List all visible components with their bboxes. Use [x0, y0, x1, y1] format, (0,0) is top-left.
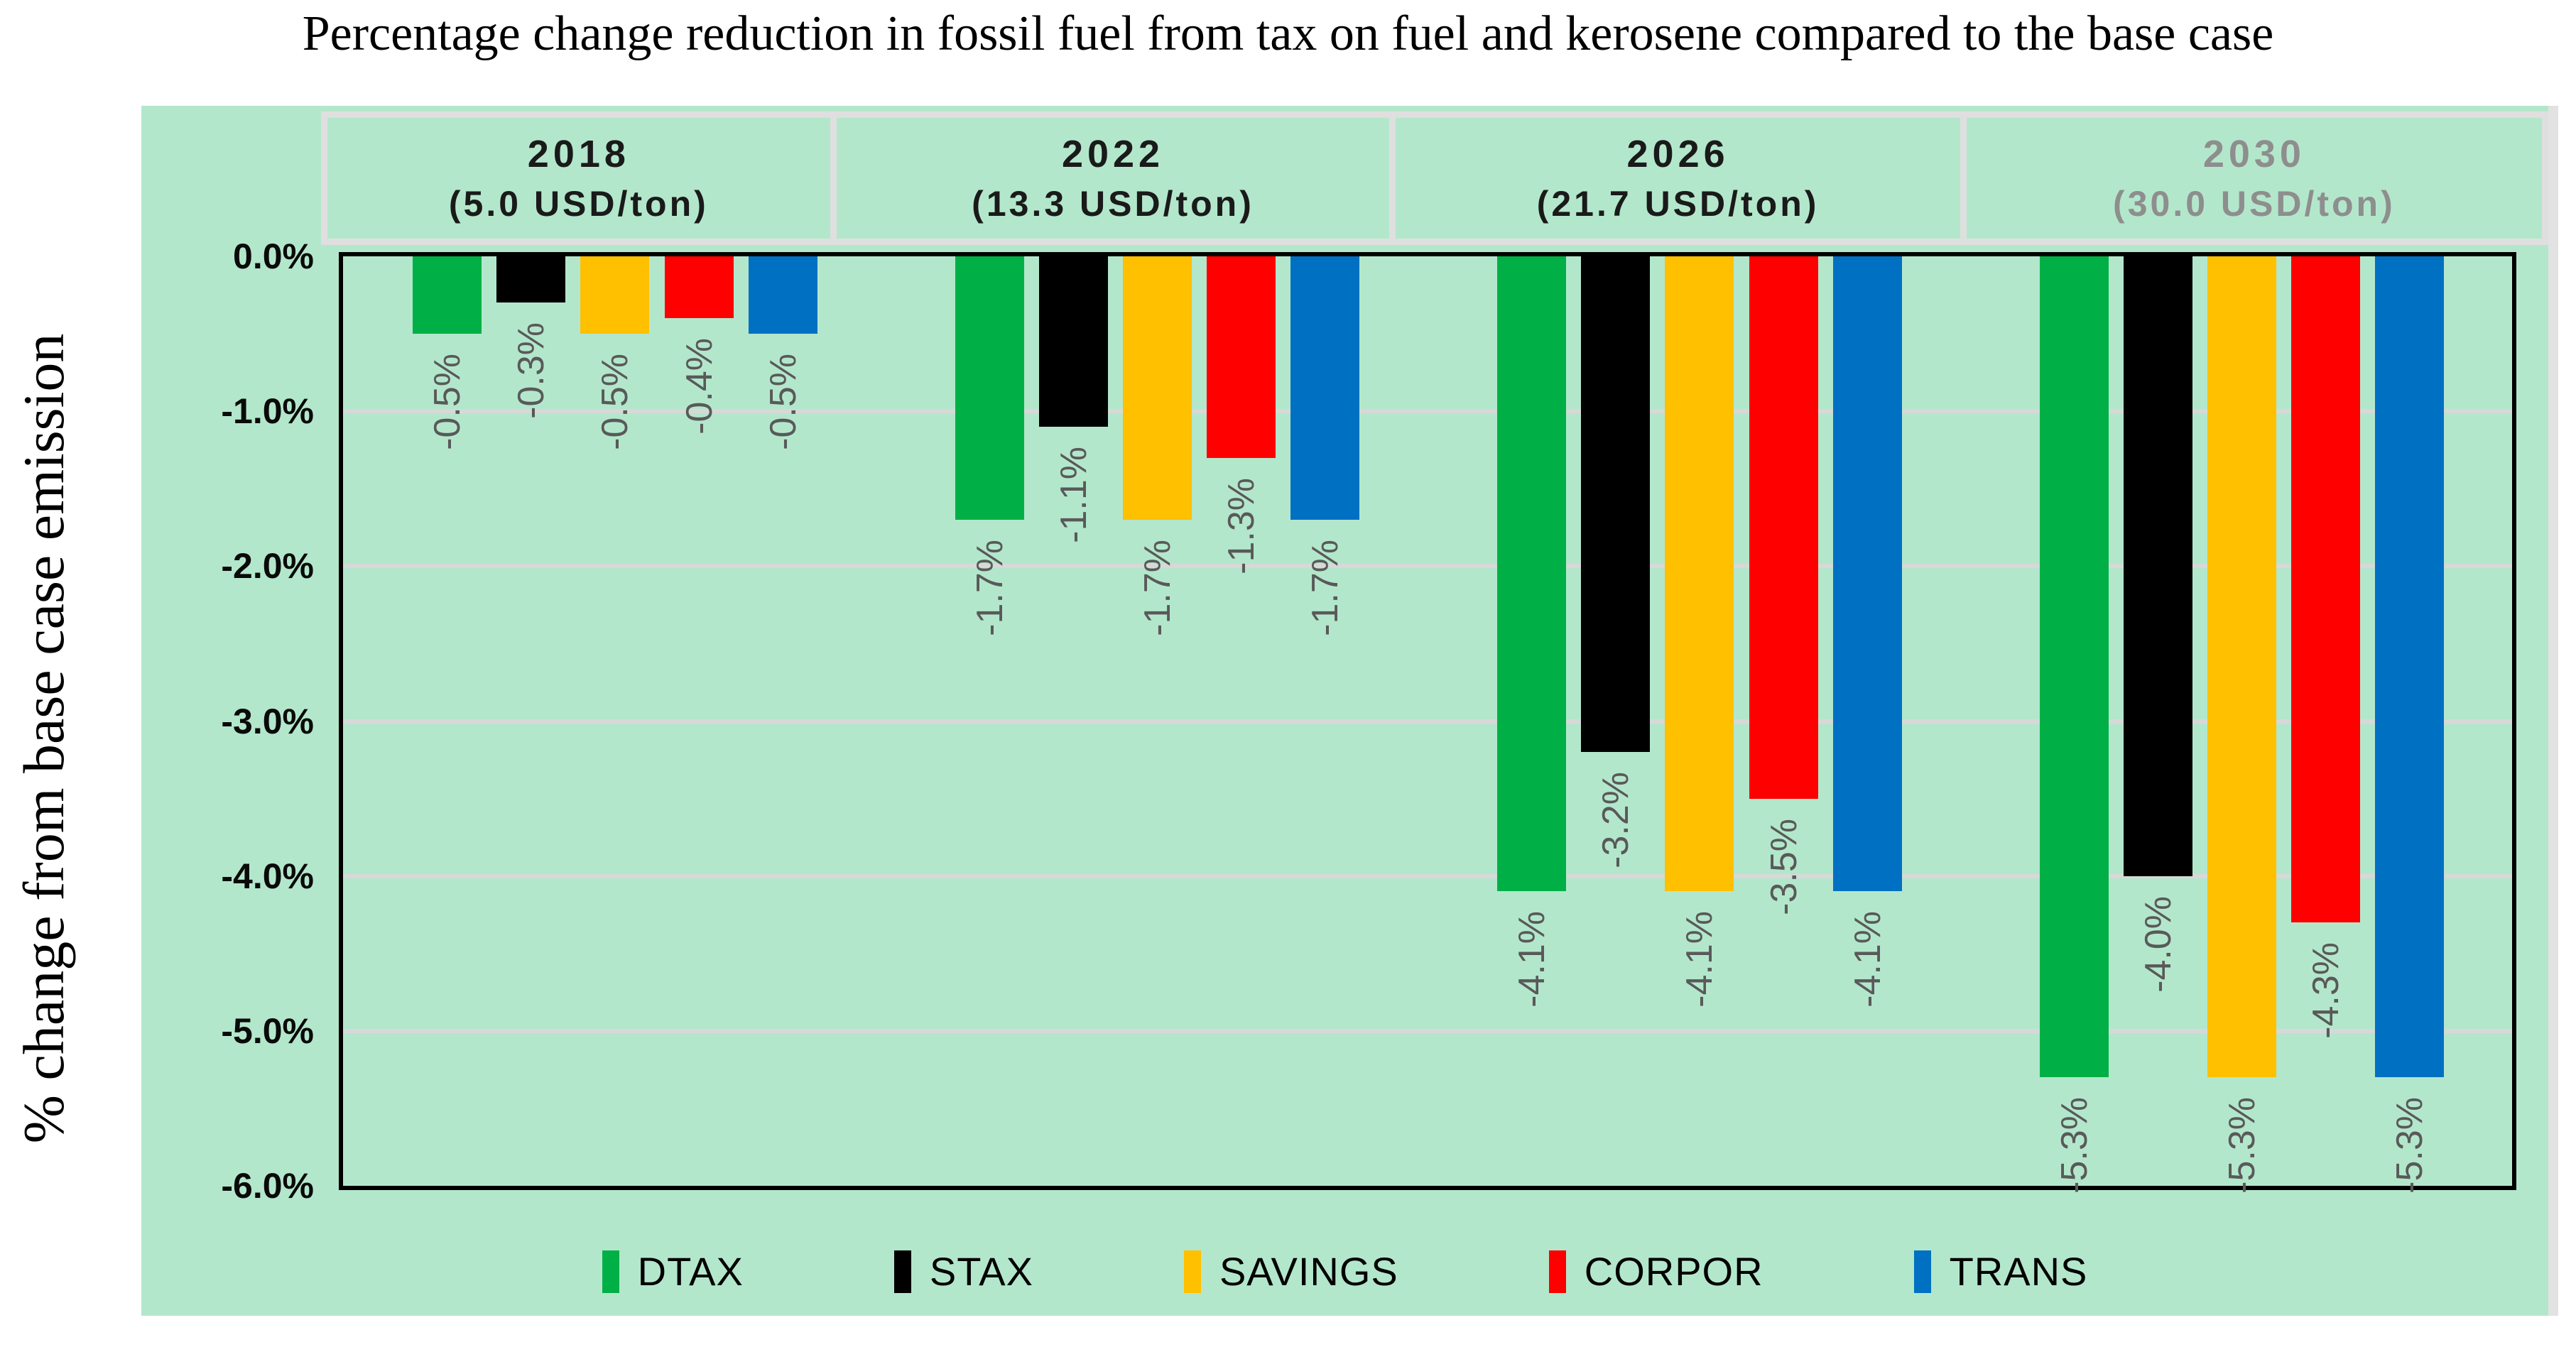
bar-STAX-2026: [1581, 256, 1650, 752]
bar-value-label: -3.2%: [1594, 772, 1636, 868]
legend-swatch-icon: [1183, 1250, 1201, 1293]
bar-CORPOR-2030: [2291, 256, 2360, 922]
header-year: 2026: [1626, 133, 1729, 175]
bar-DTAX-2026: [1497, 256, 1566, 891]
bar-value-label: -1.7%: [969, 540, 1011, 636]
bar-SAVINGS-2018: [580, 256, 649, 334]
header-cell-2030: 2030 (30.0 USD/ton): [1966, 118, 2542, 239]
header-year: 2030: [2202, 133, 2305, 175]
bar-value-label: -4.3%: [2305, 942, 2347, 1039]
header-tax-rate: (5.0 USD/ton): [448, 184, 709, 224]
bar-value-label: -5.3%: [2221, 1097, 2263, 1194]
legend-item-CORPOR: CORPOR: [1548, 1248, 1763, 1294]
header-cell-2018: 2018 (5.0 USD/ton): [327, 118, 830, 239]
bar-value-label: -4.1%: [1511, 911, 1553, 1008]
bar-value-label: -0.3%: [510, 322, 552, 419]
y-tick-label: -6.0%: [221, 1166, 314, 1206]
legend-label: TRANS: [1949, 1249, 2088, 1294]
legend-label: DTAX: [637, 1249, 744, 1294]
legend-swatch-icon: [893, 1250, 911, 1293]
header-tax-rate: (21.7 USD/ton): [1536, 184, 1820, 224]
legend-item-TRANS: TRANS: [1913, 1248, 2088, 1294]
gridline: [343, 1028, 2512, 1033]
plot-area: -0.5% -0.3% -0.5% -0.4% -0.5% -1.7% -1.1% -1.7%…: [339, 252, 2516, 1194]
y-tick-label: -2.0%: [221, 546, 314, 587]
bar-CORPOR-2026: [1749, 256, 1818, 799]
bar-value-label: -0.5%: [426, 354, 468, 450]
header-tax-rate: (30.0 USD/ton): [2113, 184, 2396, 224]
header-cell-2022: 2022 (13.3 USD/ton): [836, 118, 1390, 239]
legend-label: CORPOR: [1584, 1249, 1763, 1294]
bar-STAX-2022: [1039, 256, 1108, 427]
bar-TRANS-2018: [749, 256, 817, 334]
legend-item-STAX: STAX: [893, 1248, 1033, 1294]
bar-value-label: -3.5%: [1763, 819, 1805, 915]
bar-DTAX-2022: [955, 256, 1024, 520]
header-tax-rate: (13.3 USD/ton): [972, 184, 1254, 224]
y-tick-label: -3.0%: [221, 701, 314, 741]
y-tick-label: 0.0%: [233, 236, 314, 276]
bar-value-label: -0.5%: [594, 354, 636, 450]
bar-SAVINGS-2026: [1665, 256, 1734, 891]
bar-value-label: -1.7%: [1136, 540, 1178, 636]
bar-TRANS-2026: [1833, 256, 1902, 891]
gridline: [343, 719, 2512, 724]
period-header-band: 2018 (5.0 USD/ton) 2022 (13.3 USD/ton) 2026 (…: [321, 111, 2548, 245]
legend-item-SAVINGS: SAVINGS: [1183, 1248, 1398, 1294]
bar-TRANS-2022: [1290, 256, 1359, 520]
bar-value-label: -5.3%: [2053, 1097, 2095, 1194]
chart-title: Percentage change reduction in fossil fu…: [302, 6, 2274, 61]
y-tick-label: -4.0%: [221, 856, 314, 896]
bar-value-label: -0.5%: [762, 354, 804, 450]
bar-value-label: -1.3%: [1220, 478, 1262, 574]
legend: DTAX STAX SAVINGS CORPOR TRANS: [141, 1248, 2548, 1294]
legend-item-DTAX: DTAX: [602, 1248, 744, 1294]
legend-swatch-icon: [1913, 1250, 1931, 1293]
legend-label: SAVINGS: [1219, 1249, 1398, 1294]
bar-value-label: -4.1%: [1678, 911, 1720, 1008]
y-tick-label: -5.0%: [221, 1010, 314, 1051]
bar-STAX-2030: [2124, 256, 2192, 876]
header-year: 2018: [527, 133, 630, 175]
bar-value-label: -0.4%: [678, 338, 720, 435]
bar-STAX-2018: [496, 256, 565, 302]
bar-value-label: -1.1%: [1053, 447, 1094, 543]
bar-value-label: -1.7%: [1304, 540, 1346, 636]
legend-swatch-icon: [602, 1250, 619, 1293]
bar-CORPOR-2018: [665, 256, 734, 318]
y-axis-title-text: % change from base case emission: [11, 333, 76, 1144]
bar-DTAX-2018: [413, 256, 482, 334]
legend-label: STAX: [929, 1249, 1033, 1294]
gridline: [343, 409, 2512, 414]
bar-SAVINGS-2022: [1123, 256, 1192, 520]
bar-TRANS-2030: [2375, 256, 2444, 1077]
bar-value-label: -4.0%: [2137, 896, 2179, 993]
bar-value-label: -5.3%: [2388, 1097, 2430, 1194]
gridline: [343, 873, 2512, 878]
bar-value-label: -4.1%: [1847, 911, 1888, 1008]
bar-CORPOR-2022: [1207, 256, 1276, 458]
header-year: 2022: [1061, 133, 1165, 175]
bar-SAVINGS-2030: [2207, 256, 2276, 1077]
y-tick-label: -1.0%: [221, 391, 314, 432]
gridline: [343, 564, 2512, 569]
bar-DTAX-2030: [2040, 256, 2109, 1077]
header-cell-2026: 2026 (21.7 USD/ton): [1396, 118, 1960, 239]
legend-swatch-icon: [1548, 1250, 1566, 1293]
